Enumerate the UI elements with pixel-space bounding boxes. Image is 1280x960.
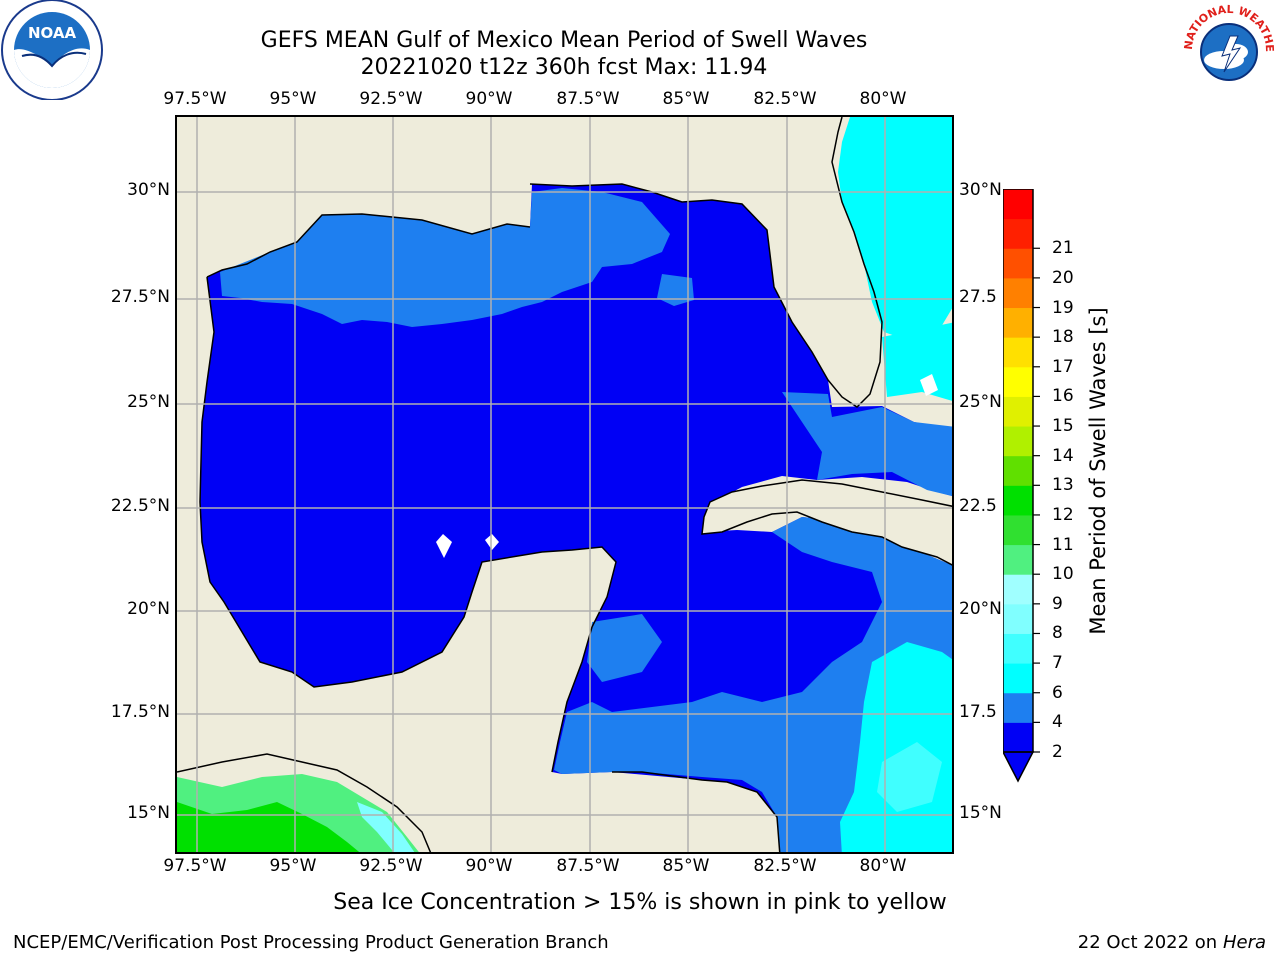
colorbar-cell — [1003, 366, 1033, 397]
colorbar-label: 18 — [1052, 327, 1074, 348]
lon-label-bottom: 97.5°W — [163, 856, 227, 876]
lon-label-bottom: 90°W — [465, 856, 513, 876]
colorbar-cell — [1003, 248, 1033, 279]
colorbar-label: 13 — [1052, 475, 1074, 496]
footer-branch: NCEP/EMC/Verification Post Processing Pr… — [13, 932, 609, 953]
sea-ice-note: Sea Ice Concentration > 15% is shown in … — [333, 890, 947, 915]
colorbar-label: 12 — [1052, 504, 1074, 525]
island-1 — [436, 534, 452, 558]
chart-title: GEFS MEAN Gulf of Mexico Mean Period of … — [260, 28, 868, 53]
colorbar-cell — [1003, 663, 1033, 694]
colorbar-cell — [1003, 337, 1033, 368]
lat-label-left: 22.5°N — [110, 496, 170, 516]
lon-label-top: 90°W — [465, 89, 513, 109]
colorbar-extend-arrow — [1003, 751, 1035, 783]
lon-label-bottom: 95°W — [269, 856, 317, 876]
lat-label-left: 30°N — [127, 180, 170, 200]
coastline-honduras — [612, 771, 781, 852]
lat-label-right: 17.5 — [959, 702, 997, 722]
colorbar-label: 4 — [1052, 712, 1063, 733]
colorbar-cell — [1003, 633, 1033, 664]
lon-label-top: 87.5°W — [556, 89, 620, 109]
lat-label-right: 15°N — [959, 803, 1002, 823]
colorbar-cell — [1003, 455, 1033, 486]
lon-label-bottom: 87.5°W — [556, 856, 620, 876]
cuba — [701, 479, 952, 566]
lat-label-right: 20°N — [959, 599, 1002, 619]
island-2 — [485, 534, 499, 550]
lon-label-top: 92.5°W — [359, 89, 423, 109]
gulf-north-shelf — [220, 188, 670, 327]
colorbar-cell — [1003, 722, 1033, 753]
colorbar-label: 8 — [1052, 623, 1063, 644]
lon-label-bottom: 82.5°W — [753, 856, 817, 876]
colorbar-cell — [1003, 277, 1033, 309]
colorbar-frame — [1003, 189, 1034, 753]
colorbar-cell — [1003, 514, 1033, 546]
lat-label-left: 20°N — [127, 599, 170, 619]
colorbar-label: 9 — [1052, 593, 1063, 614]
footer-date-text: 22 Oct 2022 on — [1077, 932, 1218, 953]
map-canvas — [177, 117, 952, 852]
nws-logo: NATIONAL WEATHER SERVICE — [1178, 0, 1277, 98]
colorbar-label: 21 — [1052, 238, 1074, 259]
colorbar-title: Mean Period of Swell Waves [s] — [1086, 307, 1110, 635]
bahamas — [920, 374, 938, 396]
lon-label-top: 85°W — [662, 89, 710, 109]
lat-label-left: 15°N — [127, 803, 170, 823]
colorbar-cell — [1003, 307, 1033, 338]
colorbar-cell — [1003, 426, 1033, 457]
colorbar — [1003, 189, 1040, 783]
colorbar-cell — [1003, 189, 1033, 220]
caribbean-cyan-2 — [877, 742, 942, 812]
colorbar-label: 2 — [1052, 742, 1063, 762]
colorbar-cell — [1003, 692, 1033, 723]
map-panel — [175, 115, 954, 854]
atlantic-cyan — [838, 117, 952, 342]
lon-label-bottom: 80°W — [859, 856, 907, 876]
lon-label-top: 82.5°W — [753, 89, 817, 109]
colorbar-label: 10 — [1052, 564, 1074, 585]
colorbar-cell — [1003, 485, 1033, 516]
footer-date: 22 Oct 2022 on Hera — [1078, 932, 1266, 953]
colorbar-cell — [1003, 603, 1033, 634]
colorbar-label: 19 — [1052, 297, 1074, 318]
colorbar-label: 16 — [1052, 386, 1074, 407]
lat-label-left: 27.5°N — [110, 287, 170, 307]
lat-label-right: 22.5 — [959, 496, 997, 516]
lon-label-top: 95°W — [269, 89, 317, 109]
lon-label-top: 80°W — [859, 89, 907, 109]
colorbar-label: 17 — [1052, 356, 1074, 377]
colorbar-label: 11 — [1052, 534, 1074, 555]
lon-label-bottom: 85°W — [662, 856, 710, 876]
colorbar-cell — [1003, 396, 1033, 427]
colorbar-cell — [1003, 544, 1033, 575]
colorbar-cell — [1003, 218, 1033, 249]
lat-label-left: 17.5°N — [110, 702, 170, 722]
lat-label-right: 30°N — [959, 180, 1002, 200]
colorbar-label: 15 — [1052, 416, 1074, 437]
lat-label-right: 25°N — [959, 392, 1002, 412]
colorbar-cell — [1003, 574, 1033, 605]
east-gulf-shelf — [782, 392, 952, 497]
gulf-ne-patch — [657, 274, 694, 306]
gulf-ocean — [200, 184, 952, 852]
colorbar-label: 7 — [1052, 653, 1063, 674]
colorbar-label: 6 — [1052, 682, 1063, 703]
graticule — [177, 117, 952, 852]
caribbean-north — [554, 517, 952, 852]
caribbean-sw-patch — [587, 614, 662, 682]
lat-label-left: 25°N — [127, 392, 170, 412]
chart-subtitle: 20221020 t12z 360h fcst Max: 11.94 — [360, 55, 768, 80]
coastline-florida — [529, 117, 883, 408]
colorbar-label: 20 — [1052, 267, 1074, 288]
colorbar-label: 14 — [1052, 445, 1074, 466]
lon-label-bottom: 92.5°W — [359, 856, 423, 876]
lat-label-right: 27.5 — [959, 287, 997, 307]
footer-host: Hera — [1222, 932, 1266, 953]
coastline-west — [177, 213, 617, 852]
noaa-logo: NOAA — [1, 0, 103, 100]
lon-label-top: 97.5°W — [163, 89, 227, 109]
noaa-logo-label: NOAA — [28, 24, 77, 42]
